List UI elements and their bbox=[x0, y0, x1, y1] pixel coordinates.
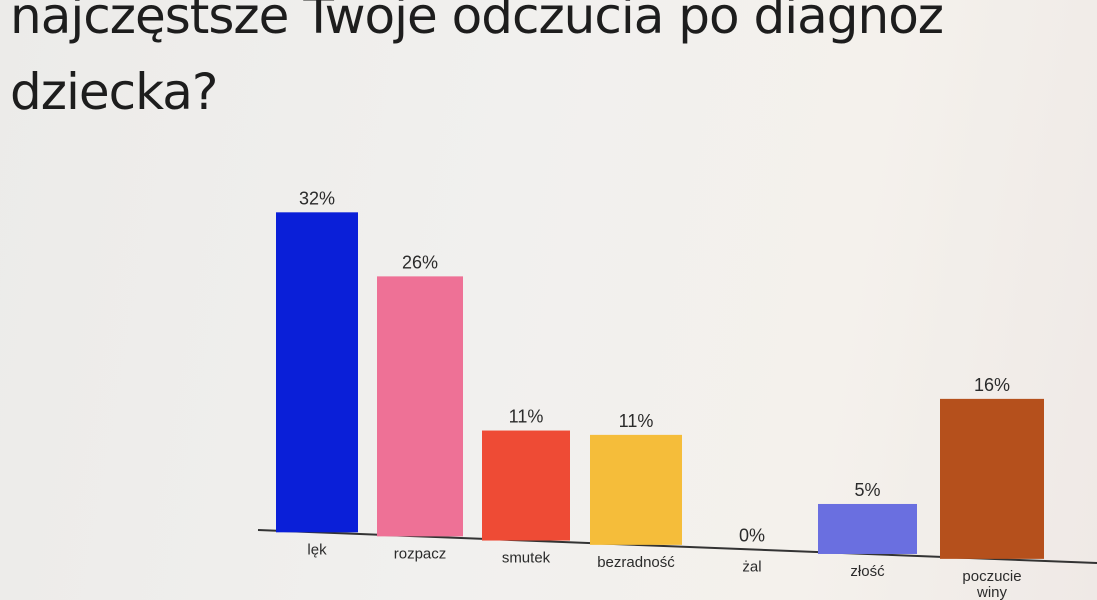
category-label-6: poczucie winy bbox=[962, 568, 1021, 600]
data-label-1: 26% bbox=[402, 252, 438, 272]
data-label-3: 11% bbox=[619, 411, 654, 431]
category-label-3: bezradność bbox=[597, 554, 675, 571]
category-label-5: złość bbox=[850, 563, 885, 580]
bar-6 bbox=[940, 398, 1044, 559]
data-label-4: 0% bbox=[739, 525, 765, 545]
category-label-2: smutek bbox=[502, 550, 551, 567]
bar-2 bbox=[482, 430, 570, 541]
bar-0 bbox=[276, 212, 358, 533]
data-label-0: 32% bbox=[299, 188, 335, 208]
bar-3 bbox=[590, 434, 682, 545]
question-title-line-2: dziecka? bbox=[10, 63, 218, 121]
data-label-2: 11% bbox=[509, 407, 544, 427]
question-title: najczęstsze Twoje odczucia po diagnoz dz… bbox=[10, 0, 944, 130]
category-label-1: rozpacz bbox=[394, 545, 447, 562]
category-label-0: lęk bbox=[307, 541, 327, 558]
question-title-line-1: najczęstsze Twoje odczucia po diagnoz bbox=[10, 0, 944, 45]
data-label-5: 5% bbox=[854, 480, 880, 500]
bar-1 bbox=[377, 276, 463, 537]
category-label-4: żal bbox=[742, 558, 761, 575]
bar-5 bbox=[818, 503, 917, 554]
data-label-6: 16% bbox=[974, 375, 1010, 395]
